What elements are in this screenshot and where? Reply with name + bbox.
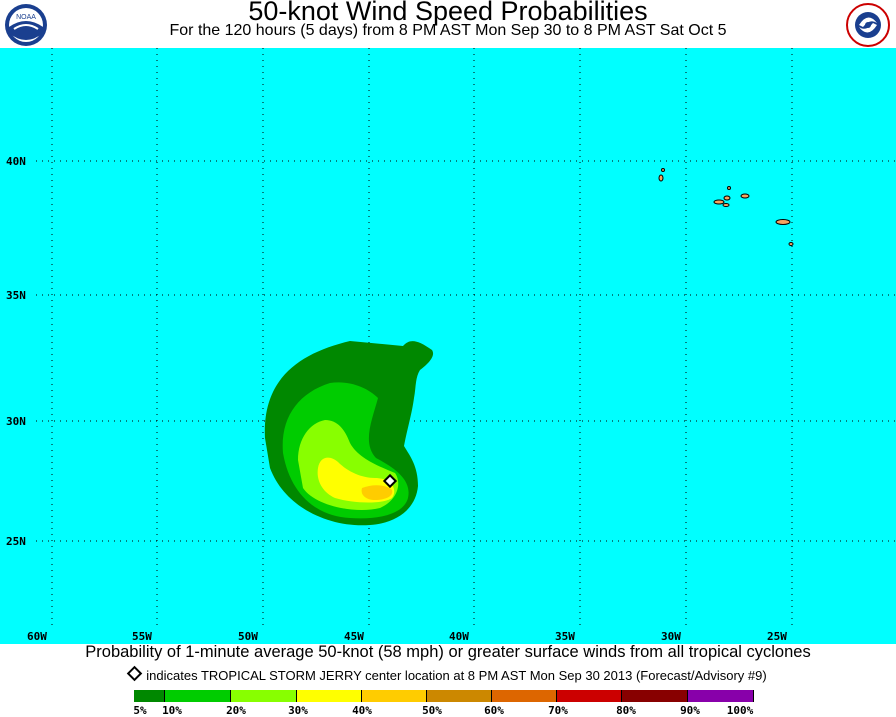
page-title: 50-knot Wind Speed Probabilities xyxy=(248,0,648,26)
scale-cell xyxy=(362,690,427,702)
lat-label: 40N xyxy=(6,155,26,168)
footer: Probability of 1-minute average 50-knot … xyxy=(0,643,896,717)
azores-islands xyxy=(658,168,794,246)
scale-label: 30% xyxy=(288,704,308,717)
scale-label: 40% xyxy=(352,704,372,717)
scale-label: 60% xyxy=(484,704,504,717)
scale-cell xyxy=(557,690,622,702)
lon-axis-label: 50W xyxy=(238,630,258,643)
page-subtitle: For the 120 hours (5 days) from 8 PM AST… xyxy=(169,22,727,39)
lat-label: 35N xyxy=(6,289,26,302)
scale-cell xyxy=(297,690,362,702)
noaa-logo: NOAA xyxy=(5,4,47,46)
scale-label: 5% xyxy=(133,704,147,717)
probability-contours xyxy=(264,341,434,526)
nws-logo xyxy=(846,3,890,47)
lon-axis-label: 45W xyxy=(344,630,364,643)
scale-cell xyxy=(134,690,165,702)
scale-label: 80% xyxy=(616,704,636,717)
lat-label: 30N xyxy=(6,415,26,428)
scale-label: 90% xyxy=(680,704,700,717)
storm-center-marker xyxy=(382,473,398,489)
lon-axis-label: 35W xyxy=(555,630,575,643)
scale-label: 70% xyxy=(548,704,568,717)
lon-axis-label: 30W xyxy=(661,630,681,643)
scale-cell xyxy=(492,690,557,702)
header: NOAA 50-knot Wind Speed Probabilities Fo… xyxy=(0,0,896,48)
scale-cell xyxy=(427,690,492,702)
scale-cell xyxy=(231,690,297,702)
probability-map: 40N 35N 30N 25N 60W 55W 50W 45W 40W 35W … xyxy=(0,48,896,644)
lon-axis-label: 40W xyxy=(449,630,469,643)
axis-strip xyxy=(0,630,896,644)
scale-label: 50% xyxy=(422,704,442,717)
lon-axis-label: 55W xyxy=(132,630,152,643)
storm-note: indicates TROPICAL STORM JERRY center lo… xyxy=(0,665,896,683)
lat-label: 25N xyxy=(6,535,26,548)
contour-40pct xyxy=(361,485,393,500)
lon-axis-label: 25W xyxy=(767,630,787,643)
scale-cell xyxy=(165,690,231,702)
ocean xyxy=(0,48,896,644)
color-scale-labels: 5% 10% 20% 30% 40% 50% 60% 70% 80% 90% 100% xyxy=(0,704,896,717)
map-caption: Probability of 1-minute average 50-knot … xyxy=(85,643,811,661)
scale-label: 20% xyxy=(226,704,246,717)
svg-text:NOAA: NOAA xyxy=(16,14,36,21)
lon-axis-label: 60W xyxy=(27,630,47,643)
scale-cell xyxy=(688,690,754,702)
scale-label: 100% xyxy=(726,704,754,717)
storm-note-text: indicates TROPICAL STORM JERRY center lo… xyxy=(146,668,767,683)
scale-cell xyxy=(622,690,688,702)
diamond-icon xyxy=(127,665,143,682)
color-scale xyxy=(134,690,754,702)
graticule xyxy=(36,48,896,630)
lon-axis: 60W 55W 50W 45W 40W 35W 30W 25W xyxy=(27,630,787,643)
scale-label: 10% xyxy=(162,704,182,717)
